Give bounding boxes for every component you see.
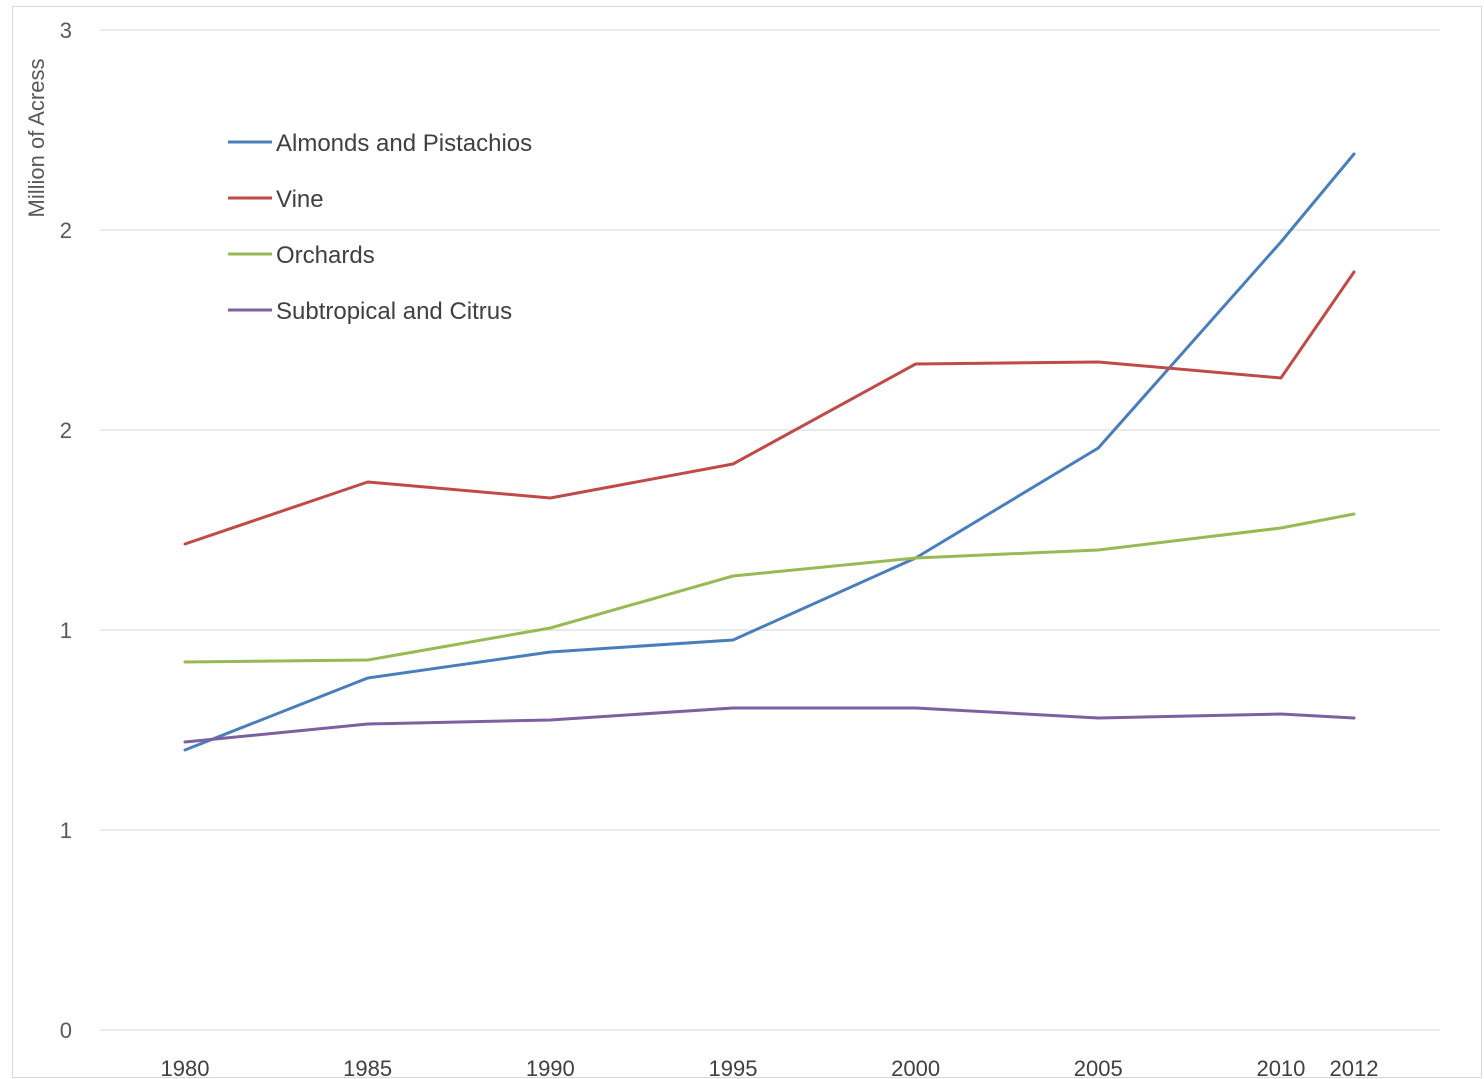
legend-label: Almonds and Pistachios <box>276 130 532 157</box>
y-axis-title: Million of Acress <box>24 59 49 218</box>
x-tick-label: 2000 <box>891 1056 940 1079</box>
y-tick-label: 0 <box>60 1018 72 1043</box>
x-tick-label: 1995 <box>708 1056 757 1079</box>
series-line-4 <box>185 708 1354 742</box>
x-tick-label: 1990 <box>526 1056 575 1079</box>
y-tick-label: 3 <box>60 18 72 43</box>
legend-label: Subtropical and Citrus <box>276 298 512 325</box>
x-tick-label: 2005 <box>1074 1056 1123 1079</box>
legend-label: Orchards <box>276 242 375 269</box>
series-line-3 <box>185 514 1354 662</box>
x-tick-label: 2012 <box>1330 1056 1379 1079</box>
x-tick-label: 2010 <box>1256 1056 1305 1079</box>
y-tick-label: 1 <box>60 618 72 643</box>
y-tick-label: 1 <box>60 818 72 843</box>
y-tick-label: 2 <box>60 418 72 443</box>
legend-label: Vine <box>276 186 324 213</box>
x-tick-label: 1980 <box>161 1056 210 1079</box>
x-tick-label: 1985 <box>343 1056 392 1079</box>
y-tick-label: 2 <box>60 218 72 243</box>
